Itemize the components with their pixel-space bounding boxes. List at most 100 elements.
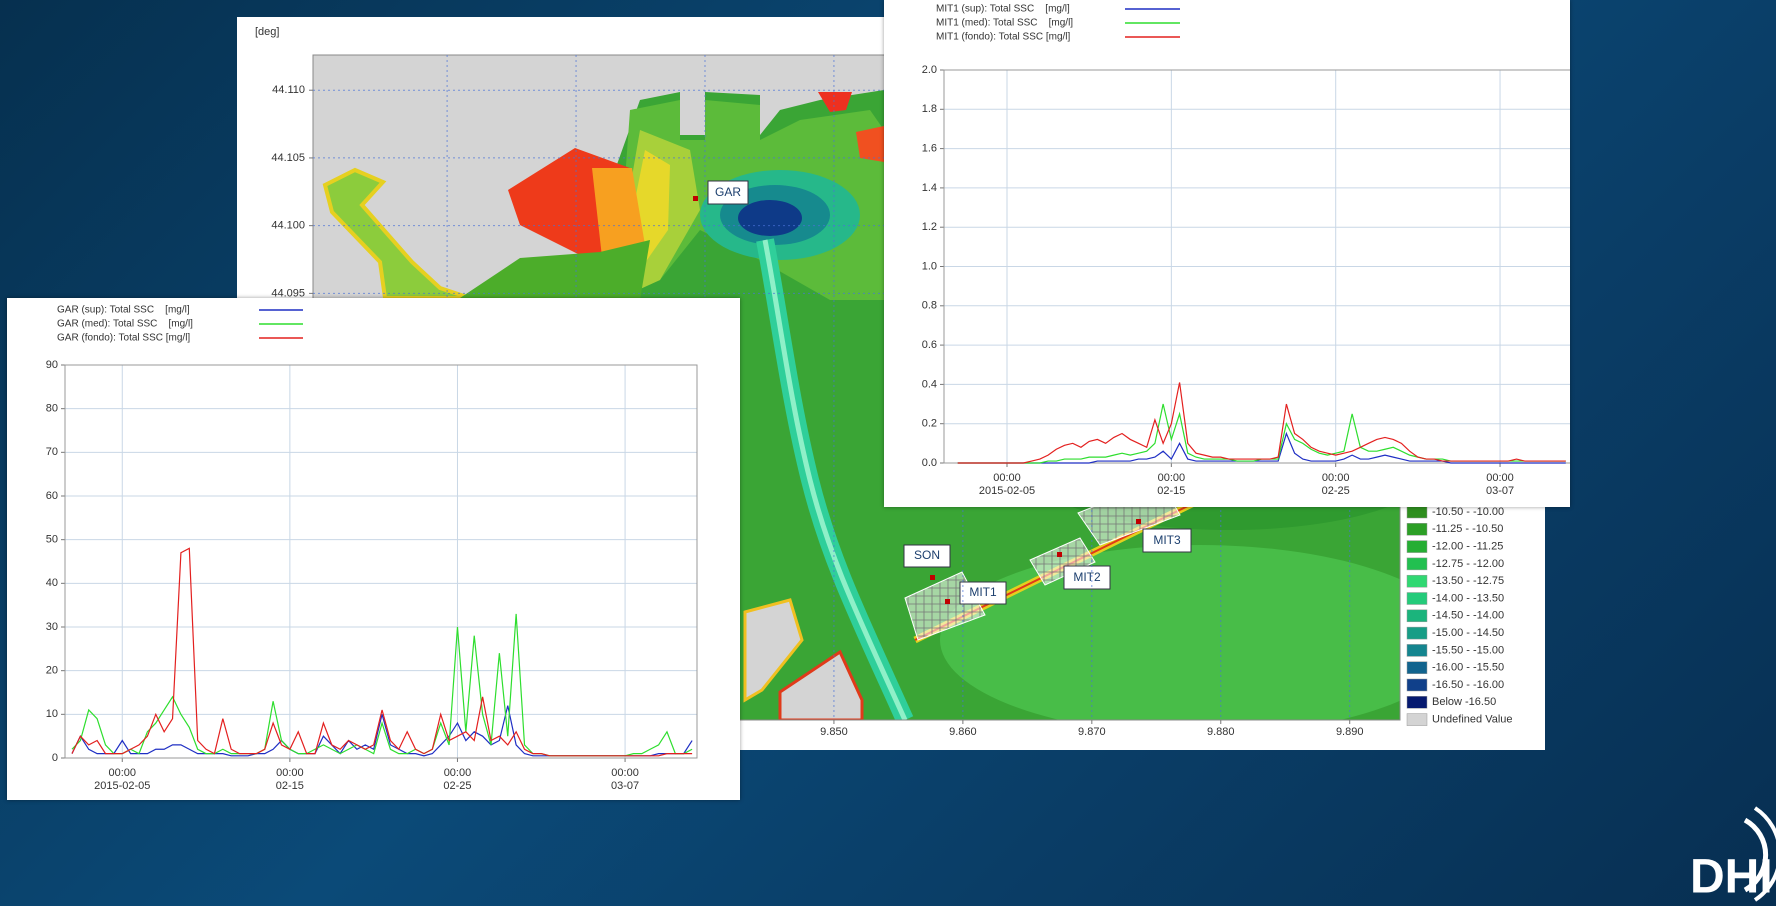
x-tick-label: 00:00 02-15: [1157, 472, 1186, 497]
y-tick-label: 1.4: [922, 182, 937, 194]
x-tick-label: 00:00 2015-02-05: [94, 767, 151, 792]
station-label: MIT3: [1153, 533, 1181, 547]
chart: 0 10 20 30 40 50 60 70 80 90 GAR (sup): Total SSC …: [46, 305, 698, 764]
x-tick-label: 00:00 03-07: [1485, 472, 1515, 497]
plot-lines: [957, 382, 1566, 464]
station-box: [707, 180, 749, 205]
station-label: MIT1: [969, 585, 997, 599]
y-tick-label: 0.6: [922, 339, 937, 351]
legend-label: -16.50 - -16.00: [1432, 679, 1504, 691]
x-tick-label: 00:00 03-07: [610, 767, 640, 792]
legend-label: -15.00 - -14.50: [1432, 627, 1504, 639]
x-tick-label: 00:00 02-25: [443, 767, 472, 792]
plot-frame: [943, 69, 1570, 464]
x-tick-label: 00:00 02-15: [275, 767, 304, 792]
legend-label: MIT1 (med): Total SSC [mg/l]: [936, 18, 1073, 29]
station-box: [903, 544, 951, 568]
station: MIT2: [1057, 552, 1111, 590]
series-line: [71, 547, 693, 757]
legend-swatch: [1406, 713, 1428, 726]
chart: 0.0 0.2 0.4 0.6 0.8 1.0 1.2 1.4 1.6 1.8 2.0 MIT1 (s…: [922, 4, 1570, 469]
legend-label: MIT1 (fondo): Total SSC [mg/l]: [936, 32, 1071, 43]
legend-label: GAR (fondo): Total SSC [mg/l]: [57, 333, 190, 344]
y-tick-label: 44.105: [271, 152, 305, 164]
station: MIT3: [1136, 519, 1192, 553]
legend-swatch: [1406, 678, 1428, 692]
y-tick-label: 70: [46, 446, 58, 458]
legend-label: -14.50 - -14.00: [1432, 610, 1504, 622]
y-tick-label: 44.110: [272, 84, 305, 96]
legend-label: -13.50 - -12.75: [1432, 575, 1504, 587]
y-tick-label: 80: [46, 403, 58, 415]
legend-label: Below -16.50: [1432, 696, 1496, 708]
y-tick-label: 60: [46, 490, 58, 502]
legend-swatch: [1406, 592, 1428, 605]
station: SON: [903, 544, 951, 580]
station-box: [1063, 565, 1111, 590]
legend-label: GAR (sup): Total SSC [mg/l]: [57, 305, 190, 316]
logo-arc: [1753, 806, 1776, 902]
legend-label: -11.25 - -10.50: [1432, 523, 1503, 535]
station-marker: [930, 575, 935, 580]
chart-panel: 0 10 20 30 40 50 60 70 80 90 GAR (sup): Total SSC …: [7, 298, 740, 800]
station-label: GAR: [715, 185, 741, 199]
x-tick-label: 00:00 2015-02-05: [978, 472, 1036, 497]
station-label: MIT2: [1073, 570, 1101, 584]
legend-label: GAR (med): Total SSC [mg/l]: [57, 319, 193, 330]
y-tick-label: 1.8: [922, 103, 937, 115]
y-tick-label: 44.100: [271, 220, 305, 232]
y-tick-label: 0.4: [922, 378, 937, 390]
y-tick-label: 1.6: [922, 143, 937, 155]
legend-label: Undefined Value: [1432, 714, 1513, 726]
plot-frame: [64, 364, 698, 759]
x-tick-label: 9.880: [1207, 726, 1235, 738]
legend-swatch: [1406, 557, 1428, 571]
x-tick-label: 9.890: [1336, 726, 1364, 738]
logo-arc: [1743, 817, 1769, 893]
legend-label: -16.00 - -15.50: [1432, 662, 1504, 674]
station-marker: [693, 196, 698, 201]
y-tick-label: 1.0: [922, 260, 937, 272]
y-tick-label: 90: [46, 359, 58, 371]
station-box: [959, 581, 1007, 605]
legend-swatch: [1406, 661, 1428, 674]
station-marker: [1136, 519, 1141, 524]
y-tick-label: 0.8: [922, 300, 937, 312]
station-marker: [1057, 552, 1062, 557]
y-tick-label: 44.095: [271, 287, 305, 299]
x-tick-label: 00:00 02-25: [1321, 472, 1350, 497]
legend-swatch: [1406, 574, 1428, 588]
legend-swatch: [1406, 505, 1428, 519]
y-tick-label: 10: [46, 708, 58, 720]
chart-panel: 0.0 0.2 0.4 0.6 0.8 1.0 1.2 1.4 1.6 1.8 2.0 MIT1 (s…: [884, 0, 1570, 507]
legend-label: MIT1 (sup): Total SSC [mg/l]: [936, 4, 1070, 15]
legend-swatch: [1406, 609, 1428, 623]
station: GAR: [693, 180, 749, 205]
x-tick-label: 9.870: [1078, 726, 1106, 738]
map-axis-label: [deg]: [255, 26, 279, 38]
station-marker: [945, 599, 950, 604]
legend-label: -14.00 - -13.50: [1432, 592, 1504, 604]
y-tick-label: 0: [52, 752, 58, 764]
series-line: [71, 613, 693, 757]
x-tick-label: 9.850: [820, 726, 848, 738]
y-tick-label: 40: [46, 577, 58, 589]
series-line: [957, 382, 1566, 464]
station-label: SON: [914, 548, 940, 562]
y-tick-label: 2.0: [922, 64, 937, 76]
legend-swatch: [1406, 696, 1428, 709]
y-tick-label: 20: [46, 665, 58, 677]
y-tick-label: 1.2: [922, 221, 937, 233]
legend-label: -12.00 - -11.25: [1432, 541, 1503, 553]
legend-swatch: [1406, 626, 1428, 640]
logo: DHI: [1690, 851, 1773, 904]
station: MIT1: [945, 581, 1007, 605]
legend-label: -12.75 - -12.00: [1432, 558, 1504, 570]
y-tick-label: 0.2: [922, 418, 937, 430]
series-line: [957, 431, 1566, 464]
station-box: [1142, 528, 1192, 553]
legend-swatch: [1406, 523, 1428, 536]
legend-swatch: [1406, 644, 1428, 657]
